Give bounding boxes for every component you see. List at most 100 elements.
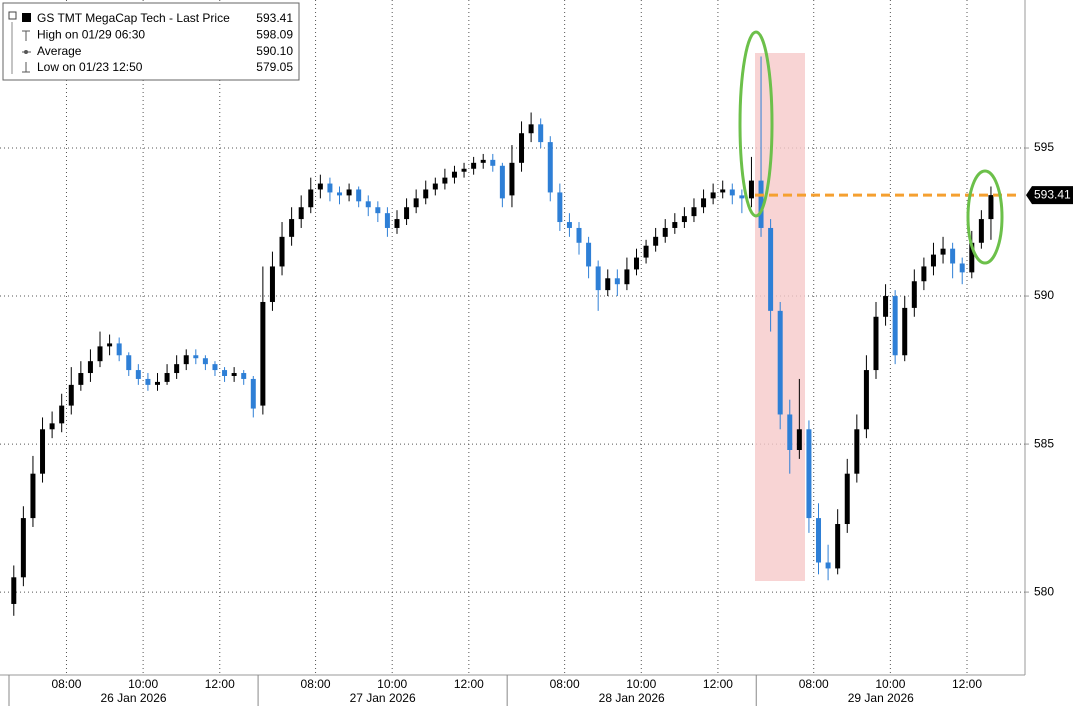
candle-body — [547, 142, 553, 193]
legend-label: High on 01/29 06:30 — [37, 27, 145, 41]
axes: 580 585 590 595 26 Jan 2026 08:00 10:00 12:00 27… — [8, 140, 1073, 706]
candle-body — [911, 281, 917, 308]
candle-body — [116, 343, 122, 356]
x-tick-label: 12:00 — [952, 677, 982, 691]
candle-body — [59, 405, 65, 424]
candle-body — [356, 189, 362, 202]
legend-value: 579.05 — [256, 60, 293, 74]
candle-body — [222, 370, 228, 376]
candle-body — [78, 373, 84, 385]
candle-body — [873, 316, 879, 371]
legend-icon — [8, 11, 17, 20]
legend-icon — [22, 30, 30, 41]
y-tick-label: 590 — [1034, 288, 1054, 302]
candle-body — [576, 227, 582, 243]
legend-label: Average — [37, 44, 82, 58]
day-label: 26 Jan 2026 — [101, 691, 167, 705]
x-tick-label: 12:00 — [205, 677, 235, 691]
candle-body — [643, 245, 649, 258]
candle-body — [289, 219, 295, 237]
candle-body — [432, 183, 438, 190]
candle-body — [787, 414, 793, 450]
candle-body — [902, 307, 908, 356]
candle-body — [806, 429, 812, 519]
candle-body — [394, 219, 400, 228]
candle-body — [174, 364, 180, 374]
candle-body — [40, 429, 46, 474]
x-tick-label: 10:00 — [875, 677, 905, 691]
candle-body — [863, 370, 869, 430]
day-label: 28 Jan 2026 — [599, 691, 665, 705]
candle-body — [308, 189, 314, 208]
candle-body — [154, 381, 160, 385]
candle-body — [816, 518, 822, 563]
candle-body — [796, 429, 802, 450]
candle-body — [653, 236, 659, 246]
x-tick-label: 08:00 — [550, 677, 580, 691]
candle-body — [768, 227, 774, 311]
candle-body — [20, 518, 26, 578]
candle-body — [672, 222, 678, 228]
candle-body — [490, 159, 496, 166]
candle-body — [892, 296, 898, 356]
candle-body — [729, 189, 735, 196]
candle-body — [519, 133, 525, 163]
candle-body — [586, 242, 592, 267]
candle-body — [969, 242, 975, 273]
x-tick-label: 08:00 — [51, 677, 81, 691]
candle-body — [988, 195, 994, 220]
legend-icon — [24, 50, 28, 54]
grid — [0, 0, 1025, 675]
candle-body — [930, 254, 936, 267]
candle-body — [346, 189, 352, 196]
candle-body — [701, 198, 707, 208]
candle-body — [269, 266, 275, 302]
candle-body — [978, 219, 984, 243]
candle-body — [509, 162, 515, 196]
legend-value: 598.09 — [256, 27, 293, 41]
candle-body — [451, 171, 457, 178]
candle-body — [854, 429, 860, 474]
candle-body — [557, 192, 563, 223]
candle-body — [164, 373, 170, 382]
day-label: 27 Jan 2026 — [350, 691, 416, 705]
candle-body — [480, 159, 486, 163]
candle-body — [566, 222, 572, 228]
candle-body — [748, 180, 754, 199]
candle-body — [681, 216, 687, 223]
candle-body — [633, 257, 639, 270]
candle-body — [97, 346, 103, 362]
day-label: 29 Jan 2026 — [848, 691, 914, 705]
candle-body — [193, 355, 199, 359]
candle-body — [461, 168, 467, 172]
candle-body — [337, 192, 343, 196]
candle-body — [241, 373, 247, 379]
legend-value: 593.41 — [256, 11, 293, 25]
candle-body — [298, 207, 304, 220]
candle-body — [413, 198, 419, 208]
legend-icon — [22, 62, 30, 73]
candle-body — [442, 177, 448, 184]
candle-body — [260, 301, 266, 406]
candle-body — [404, 207, 410, 220]
last-price-tag — [1026, 186, 1073, 205]
y-tick-label: 585 — [1034, 436, 1054, 450]
candle-body — [375, 207, 381, 214]
candle-body — [423, 189, 429, 199]
candle-body — [365, 201, 371, 208]
candle-body — [279, 236, 285, 267]
candle-body — [595, 266, 601, 291]
candle-body — [710, 192, 716, 199]
legend-swatch — [22, 13, 31, 22]
y-tick-label: 580 — [1034, 584, 1054, 598]
candle-body — [691, 207, 697, 217]
candle-body — [528, 124, 534, 134]
legend-box — [2, 2, 300, 81]
candle-body — [135, 370, 141, 379]
last-price-label: 593.41 — [1034, 187, 1071, 201]
candle-body — [68, 384, 74, 406]
candle-body — [844, 473, 850, 525]
candle-body — [250, 378, 256, 409]
legend-value: 590.10 — [256, 44, 293, 58]
